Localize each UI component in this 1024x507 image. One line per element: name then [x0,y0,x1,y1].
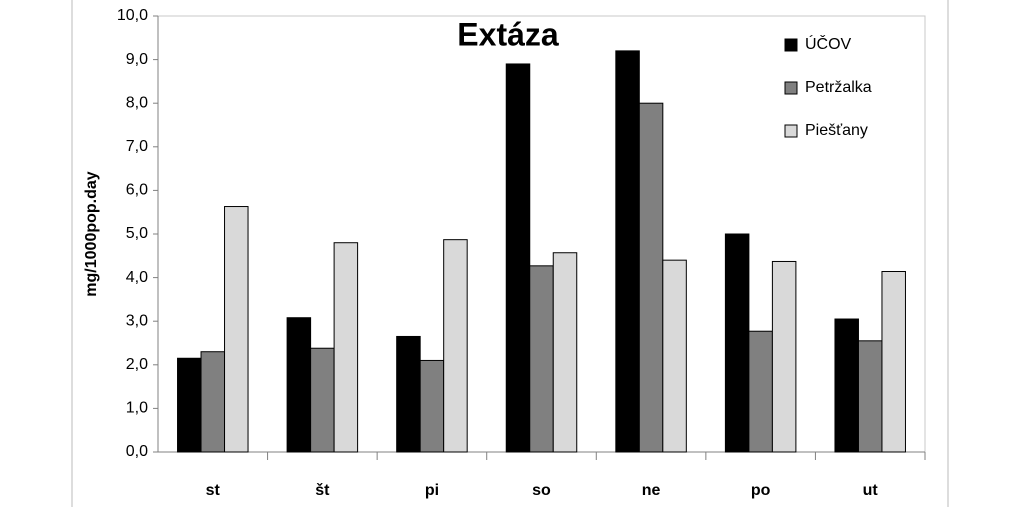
bar [505,63,531,453]
y-tick-label: 0,0 [126,443,148,460]
legend-swatch [784,81,798,95]
bar [552,252,578,453]
legend-label: Petržalka [805,79,872,96]
y-tick-label: 9,0 [126,51,148,68]
bar [529,265,554,453]
x-tick-label: st [206,482,221,499]
legend-label: Piešťany [805,122,868,139]
y-tick-label: 4,0 [126,269,148,286]
bar [857,340,883,453]
y-axis-label: mg/1000pop.day [83,171,100,296]
bar [224,206,249,453]
bar [333,242,359,453]
chart-title: Extáza [457,16,559,52]
bar [771,260,797,453]
y-tick-label: 10,0 [117,7,148,24]
bar [662,259,687,453]
bar [615,50,640,453]
legend-swatch [784,124,798,138]
bar [310,347,335,453]
bar [443,239,468,453]
y-tick-label: 2,0 [126,356,148,373]
bar [724,233,750,453]
legend-swatch [784,38,798,52]
y-tick-label: 5,0 [126,225,148,242]
bar [286,317,312,453]
x-tick-label: pi [425,482,439,499]
legend-label: ÚČOV [805,34,852,53]
x-tick-label: št [315,482,330,499]
y-tick-label: 6,0 [126,182,148,199]
bar [177,357,202,453]
y-tick-label: 3,0 [126,312,148,329]
y-tick-label: 1,0 [126,400,148,417]
bar [419,359,445,453]
bar [748,330,773,453]
bar [638,102,664,453]
x-tick-label: ne [642,482,661,499]
y-tick-label: 7,0 [126,138,148,155]
bar [396,335,421,453]
y-tick-label: 8,0 [126,94,148,111]
x-tick-label: so [532,482,551,499]
bar [834,318,859,453]
bar [881,270,906,453]
x-tick-label: po [751,482,771,499]
bar [200,351,226,453]
x-tick-label: ut [863,482,879,499]
